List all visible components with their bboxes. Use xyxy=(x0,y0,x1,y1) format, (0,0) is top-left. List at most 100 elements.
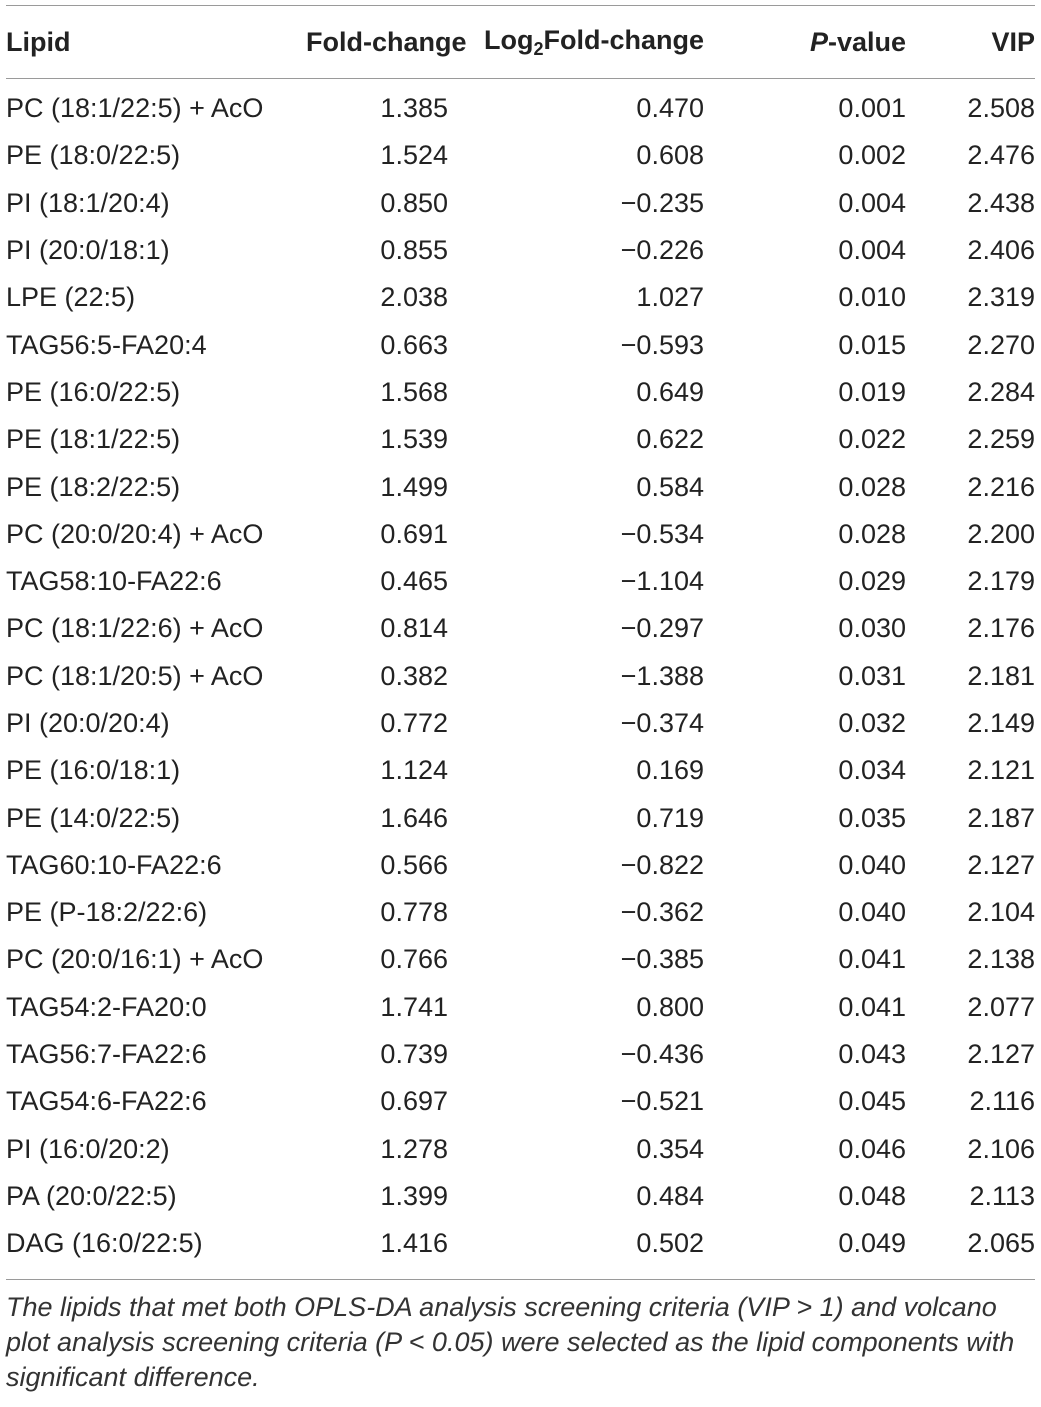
cell-lipid: PC (18:1/20:5) + AcO xyxy=(6,660,264,691)
cell-fold-change: 1.385 xyxy=(380,93,448,124)
cell-vip: 2.270 xyxy=(967,329,1035,360)
table-row: TAG60:10-FA22:6 0.566 −0.822 0.040 2.127 xyxy=(6,842,1035,889)
table-row: PI (16:0/20:2) 1.278 0.354 0.046 2.106 xyxy=(6,1126,1035,1173)
cell-log2-fold-change: 0.649 xyxy=(636,376,704,407)
cell-vip: 2.319 xyxy=(967,282,1035,313)
cell-log2-fold-change: −0.374 xyxy=(620,708,704,738)
cell-log2-fold-change: 0.470 xyxy=(636,93,704,124)
cell-fold-change: 1.568 xyxy=(380,376,448,407)
table-row: PE (18:0/22:5) 1.524 0.608 0.002 2.476 xyxy=(6,132,1035,179)
cell-fold-change: 0.778 xyxy=(380,897,448,928)
cell-fold-change: 0.691 xyxy=(380,518,448,549)
cell-lipid: TAG56:7-FA22:6 xyxy=(6,1039,207,1070)
header-vip: VIP xyxy=(991,26,1035,57)
cell-vip: 2.127 xyxy=(967,849,1035,880)
cell-lipid: PE (16:0/22:5) xyxy=(6,376,181,407)
cell-fold-change: 1.741 xyxy=(380,991,448,1022)
table-row: PE (P-18:2/22:6) 0.778 −0.362 0.040 2.104 xyxy=(6,889,1035,936)
cell-vip: 2.181 xyxy=(967,660,1035,691)
cell-p-value: 0.015 xyxy=(838,329,906,360)
cell-fold-change: 1.499 xyxy=(380,471,448,502)
cell-lipid: PC (18:1/22:6) + AcO xyxy=(6,613,264,644)
cell-p-value: 0.041 xyxy=(838,991,906,1022)
cell-fold-change: 0.382 xyxy=(380,660,448,691)
lipid-table: Lipid Fold-change Log2Fold-change P-valu… xyxy=(6,6,1035,1267)
cell-log2-fold-change: −0.226 xyxy=(620,235,704,266)
cell-vip: 2.176 xyxy=(967,613,1035,644)
table-row: PE (16:0/18:1) 1.124 0.169 0.034 2.121 xyxy=(6,747,1035,794)
cell-log2-fold-change: 0.484 xyxy=(636,1180,704,1211)
table-row: TAG56:5-FA20:4 0.663 −0.593 0.015 2.270 xyxy=(6,321,1035,368)
cell-lipid: PE (18:2/22:5) xyxy=(6,471,181,502)
table-row: PE (18:1/22:5) 1.539 0.622 0.022 2.259 xyxy=(6,416,1035,463)
table-header: Lipid Fold-change Log2Fold-change P-valu… xyxy=(6,6,1035,79)
cell-p-value: 0.004 xyxy=(838,235,906,266)
table-row: DAG (16:0/22:5) 1.416 0.502 0.049 2.065 xyxy=(6,1220,1035,1267)
cell-p-value: 0.030 xyxy=(838,613,906,644)
cell-fold-change: 1.278 xyxy=(380,1133,448,1164)
cell-vip: 2.077 xyxy=(967,991,1035,1022)
cell-vip: 2.138 xyxy=(967,944,1035,975)
cell-log2-fold-change: −0.593 xyxy=(620,329,704,360)
cell-fold-change: 2.038 xyxy=(380,282,448,313)
cell-p-value: 0.028 xyxy=(838,471,906,502)
cell-log2-fold-change: −0.521 xyxy=(620,1086,704,1117)
cell-lipid: TAG60:10-FA22:6 xyxy=(6,849,222,880)
cell-vip: 2.127 xyxy=(967,1039,1035,1070)
header-fold-change: Fold-change xyxy=(306,26,467,57)
cell-fold-change: 1.124 xyxy=(380,755,448,786)
header-p-rest: -value xyxy=(827,26,906,57)
cell-p-value: 0.049 xyxy=(838,1228,906,1259)
cell-vip: 2.438 xyxy=(967,187,1035,218)
header-lipid: Lipid xyxy=(6,26,71,57)
header-row: Lipid Fold-change Log2Fold-change P-valu… xyxy=(6,6,1035,78)
top-rule xyxy=(6,5,1035,6)
header-log2-subscript: 2 xyxy=(533,38,544,59)
table-row: PI (20:0/20:4) 0.772 −0.374 0.032 2.149 xyxy=(6,700,1035,747)
table-row: PE (18:2/22:5) 1.499 0.584 0.028 2.216 xyxy=(6,463,1035,510)
cell-fold-change: 0.814 xyxy=(380,613,448,644)
cell-p-value: 0.022 xyxy=(838,424,906,455)
cell-vip: 2.216 xyxy=(967,471,1035,502)
cell-lipid: TAG54:2-FA20:0 xyxy=(6,991,207,1022)
bottom-rule xyxy=(6,1279,1035,1281)
cell-lipid: PC (20:0/20:4) + AcO xyxy=(6,518,264,549)
table-body: PC (18:1/22:5) + AcO 1.385 0.470 0.001 2.508… xyxy=(6,79,1035,1267)
cell-lipid: PE (14:0/22:5) xyxy=(6,802,181,833)
cell-fold-change: 0.850 xyxy=(380,187,448,218)
cell-log2-fold-change: −0.297 xyxy=(620,613,704,644)
cell-p-value: 0.040 xyxy=(838,897,906,928)
cell-p-value: 0.034 xyxy=(838,755,906,786)
cell-lipid: PE (18:0/22:5) xyxy=(6,140,181,171)
header-log2-fold-change: Log2Fold-change xyxy=(448,6,704,78)
cell-log2-fold-change: −0.385 xyxy=(620,944,704,975)
cell-fold-change: 1.416 xyxy=(380,1228,448,1259)
header-log2-suffix: Fold-change xyxy=(543,24,705,55)
cell-vip: 2.113 xyxy=(969,1180,1035,1211)
table-row: PA (20:0/22:5) 1.399 0.484 0.048 2.113 xyxy=(6,1173,1035,1220)
cell-lipid: PE (18:1/22:5) xyxy=(6,424,181,455)
lipid-table-container: Lipid Fold-change Log2Fold-change P-valu… xyxy=(6,5,1035,1395)
cell-log2-fold-change: 1.027 xyxy=(636,282,704,313)
cell-vip: 2.065 xyxy=(967,1228,1035,1259)
table-row: PC (20:0/20:4) + AcO 0.691 −0.534 0.028 2.20… xyxy=(6,511,1035,558)
cell-p-value: 0.002 xyxy=(838,140,906,171)
cell-vip: 2.200 xyxy=(967,518,1035,549)
cell-lipid: LPE (22:5) xyxy=(6,282,136,313)
header-p-value: P-value xyxy=(704,6,906,78)
cell-p-value: 0.043 xyxy=(838,1039,906,1070)
table-row: TAG54:6-FA22:6 0.697 −0.521 0.045 2.116 xyxy=(6,1078,1035,1125)
cell-log2-fold-change: −0.534 xyxy=(620,518,704,549)
cell-vip: 2.406 xyxy=(967,235,1035,266)
cell-p-value: 0.048 xyxy=(838,1180,906,1211)
cell-log2-fold-change: 0.354 xyxy=(636,1133,704,1164)
cell-log2-fold-change: 0.622 xyxy=(636,424,704,455)
cell-lipid: PC (20:0/16:1) + AcO xyxy=(6,944,264,975)
cell-log2-fold-change: −1.388 xyxy=(620,660,704,691)
cell-lipid: PI (20:0/20:4) xyxy=(6,708,170,738)
cell-p-value: 0.019 xyxy=(838,376,906,407)
header-log2-prefix: Log xyxy=(484,24,534,55)
table-row: TAG54:2-FA20:0 1.741 0.800 0.041 2.077 xyxy=(6,984,1035,1031)
cell-log2-fold-change: 0.719 xyxy=(636,802,704,833)
cell-fold-change: 1.399 xyxy=(380,1180,448,1211)
